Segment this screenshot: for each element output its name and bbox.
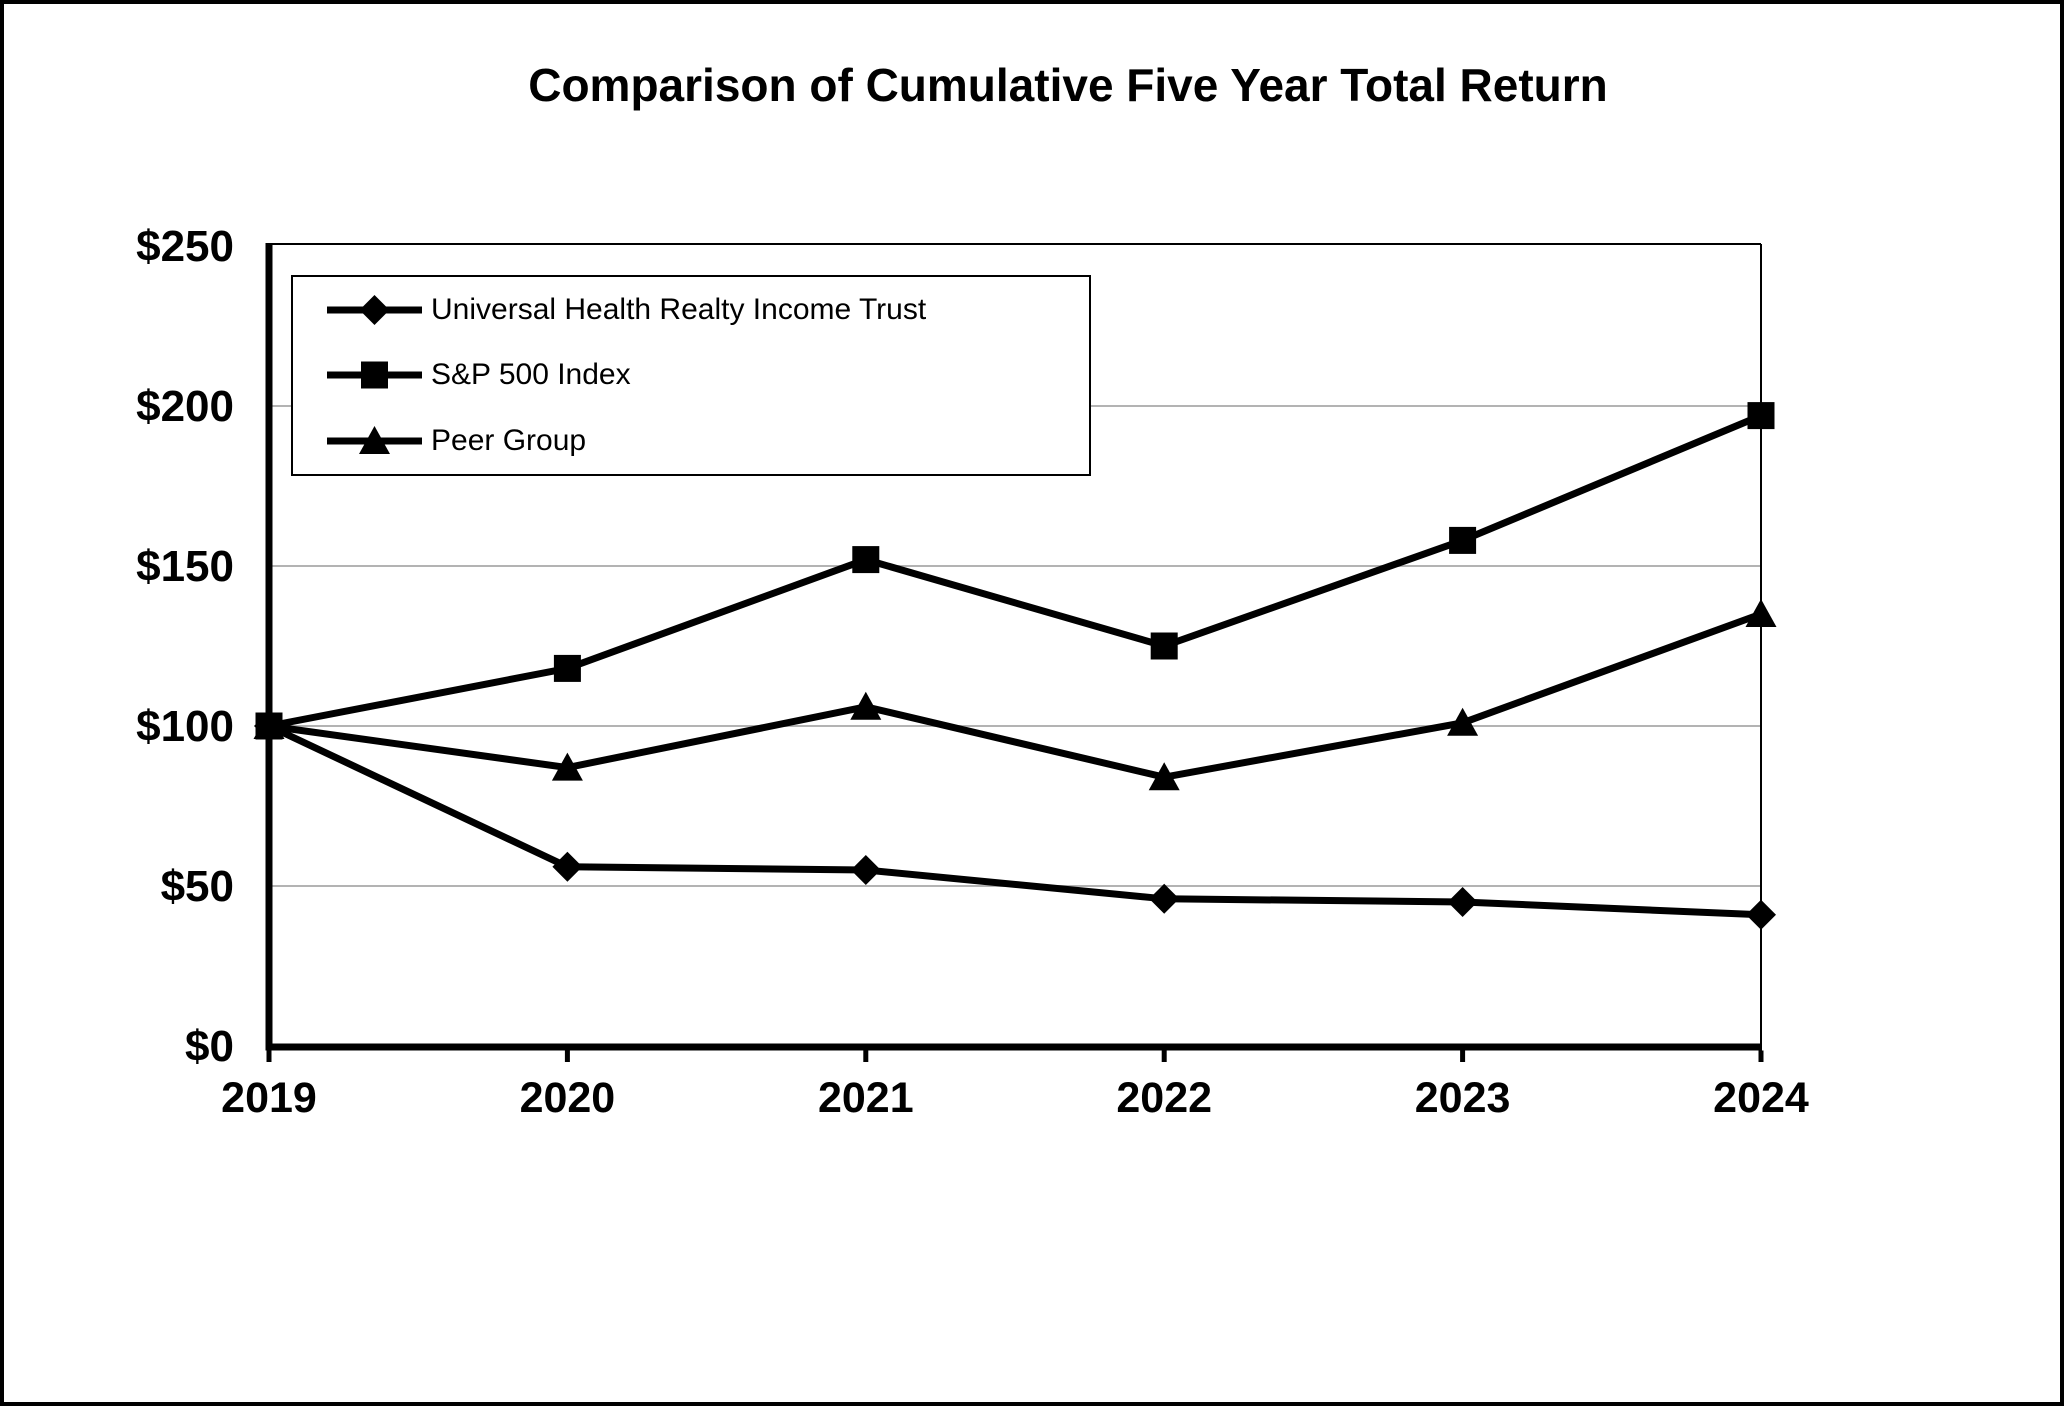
data-point-square bbox=[1449, 526, 1477, 554]
data-point-square bbox=[553, 654, 581, 682]
x-tick-label: 2023 bbox=[1415, 1074, 1511, 1122]
y-tick-label: $100 bbox=[136, 702, 234, 751]
triangle-marker-glyph bbox=[359, 426, 390, 455]
x-tick-label: 2021 bbox=[818, 1074, 914, 1122]
x-tick-label: 2019 bbox=[221, 1074, 317, 1122]
data-point-diamond bbox=[1746, 899, 1776, 930]
series-line-triangle bbox=[268, 610, 1763, 781]
data-point-square bbox=[1150, 632, 1178, 660]
data-point-square bbox=[1747, 402, 1775, 430]
data-point-square bbox=[852, 546, 880, 574]
data-point-triangle bbox=[1148, 762, 1180, 791]
legend-label: Peer Group bbox=[431, 424, 587, 458]
x-tick-label: 2020 bbox=[520, 1074, 616, 1122]
data-point-diamond bbox=[1149, 883, 1180, 914]
y-tick-label: $50 bbox=[161, 862, 234, 911]
square-marker-glyph bbox=[361, 361, 388, 389]
series-line-diamond bbox=[267, 722, 1762, 919]
data-point-diamond bbox=[1447, 887, 1478, 917]
triangle-marker-icon bbox=[327, 426, 422, 455]
data-point-triangle bbox=[850, 691, 882, 720]
legend-label: S&P 500 Index bbox=[431, 358, 631, 392]
x-tick-label: 2022 bbox=[1116, 1074, 1212, 1122]
series-line-square bbox=[268, 412, 1763, 730]
legend: Universal Health Realty Income Trust S&P… bbox=[291, 275, 1091, 476]
data-point-triangle bbox=[1745, 599, 1777, 627]
diamond-marker-glyph bbox=[359, 294, 390, 325]
legend-item-peer-group: Peer Group bbox=[293, 421, 1089, 461]
legend-label: Universal Health Realty Income Trust bbox=[431, 292, 927, 326]
data-point-diamond bbox=[552, 851, 583, 882]
data-point-triangle bbox=[1447, 707, 1479, 736]
y-tick-label: $250 bbox=[136, 222, 234, 271]
diamond-marker-icon bbox=[327, 294, 422, 325]
data-point-triangle bbox=[551, 752, 583, 781]
data-point-diamond bbox=[850, 855, 881, 885]
square-marker-icon bbox=[327, 361, 422, 389]
plot-area: $0 $50 $100 $150 $200 $250 2019 2020 2021 2022 202… bbox=[136, 222, 1809, 1122]
y-tick-label: $150 bbox=[136, 542, 234, 591]
y-tick-label: $0 bbox=[185, 1022, 234, 1071]
legend-item-universal-health-realty-income-trust: Universal Health Realty Income Trust bbox=[293, 290, 1089, 330]
y-tick-label: $200 bbox=[136, 382, 234, 431]
legend-item-sp-500-index: S&P 500 Index bbox=[293, 355, 1089, 395]
chart-title: Comparison of Cumulative Five Year Total… bbox=[528, 59, 1608, 111]
x-tick-label: 2024 bbox=[1713, 1074, 1809, 1122]
